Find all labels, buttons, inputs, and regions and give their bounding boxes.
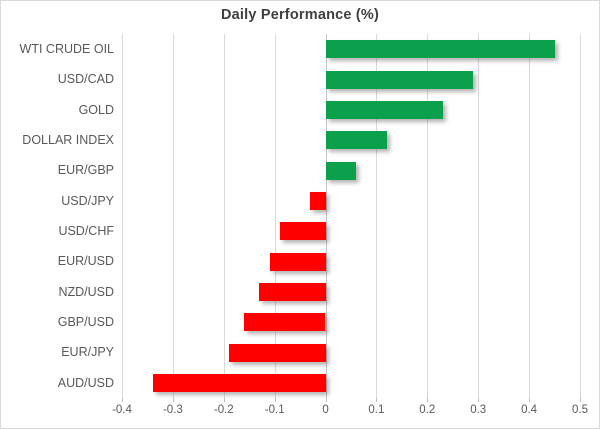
x-axis-tick-label: 0.2	[419, 404, 436, 416]
x-axis-tickmark	[122, 398, 123, 402]
category-label: AUD/USD	[57, 375, 114, 390]
value-axis-labels: -0.4 -0.3 -0.2 -0.1 0 0.1 0.2 0.3 0.4 0.5	[112, 404, 588, 420]
gridline	[274, 34, 276, 398]
gridline	[223, 34, 225, 398]
bar-gbp-usd	[244, 313, 326, 332]
plot-area	[122, 34, 581, 398]
bar-usd-chf	[279, 222, 326, 241]
x-axis-tick-label: -0.1	[264, 404, 285, 416]
category-label: EUR/USD	[57, 254, 114, 269]
gridline	[529, 34, 531, 398]
x-axis-tickmark	[274, 398, 276, 402]
x-axis-tickmark	[376, 398, 378, 402]
category-label: EUR/JPY	[61, 345, 114, 360]
zero-axis-line	[325, 34, 327, 398]
bar-usd-jpy	[310, 191, 326, 210]
category-label: EUR/GBP	[57, 163, 114, 178]
bar-eur-usd	[269, 252, 326, 271]
category-label: NZD/USD	[58, 284, 114, 299]
bar-gold	[325, 100, 443, 119]
category-label: DOLLAR INDEX	[22, 133, 114, 148]
x-axis-tickmark	[223, 398, 225, 402]
x-axis-tick-label: 0.5	[572, 404, 588, 416]
x-axis-tickmark	[172, 398, 174, 402]
x-axis-tickmark	[325, 398, 327, 402]
bar-dollar-index	[325, 131, 387, 150]
gridline	[427, 34, 429, 398]
x-axis-tick-label: 0.1	[368, 404, 385, 416]
x-axis-tickmark	[427, 398, 429, 402]
chart-title: Daily Performance (%)	[220, 7, 380, 23]
x-axis-tick-label: -0.2	[213, 404, 234, 416]
category-label: USD/CAD	[57, 72, 114, 87]
bar-nzd-usd	[259, 282, 326, 301]
category-label: GOLD	[78, 102, 114, 117]
gridline	[172, 34, 174, 398]
x-axis-tickmark	[529, 398, 531, 402]
category-label: WTI CRUDE OIL	[19, 42, 114, 57]
category-label: USD/CHF	[58, 224, 114, 239]
bar-wti-crude-oil	[325, 40, 555, 59]
x-axis-tickmark	[580, 398, 581, 402]
gridline	[580, 34, 581, 398]
gridline	[478, 34, 480, 398]
x-axis-tick-label: 0	[322, 404, 329, 416]
bar-eur-gbp	[325, 161, 357, 180]
x-axis-tick-label: 0.4	[521, 404, 538, 416]
x-axis-tick-label: -0.4	[112, 404, 132, 416]
x-axis-ticks	[122, 398, 581, 403]
x-axis-tickmark	[478, 398, 480, 402]
category-axis-labels: WTI CRUDE OIL USD/CAD GOLD DOLLAR INDEX EUR/…	[1, 34, 114, 398]
bar-aud-usd	[152, 373, 326, 392]
category-label: USD/JPY	[61, 193, 114, 208]
bar-eur-jpy	[228, 343, 326, 362]
gridline	[376, 34, 378, 398]
x-axis-tick-label: 0.3	[470, 404, 487, 416]
x-axis-tick-label: -0.3	[162, 404, 183, 416]
category-label: GBP/USD	[57, 315, 114, 330]
bar-usd-cad	[325, 70, 474, 89]
gridline	[122, 34, 123, 398]
